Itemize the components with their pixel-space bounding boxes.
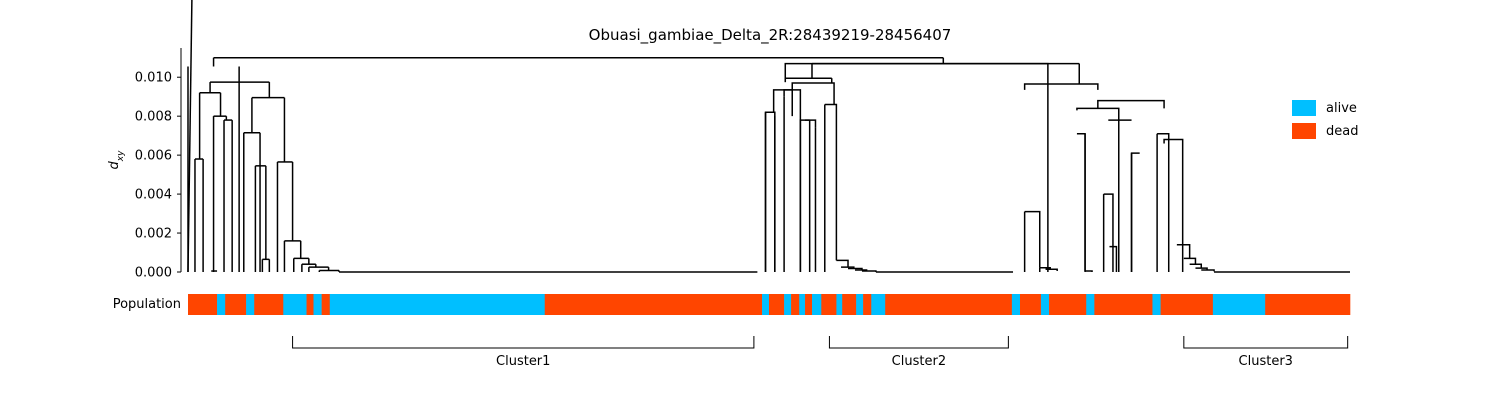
y-axis-label: dxy bbox=[107, 150, 126, 170]
cluster-label: Cluster2 bbox=[892, 354, 946, 369]
dendrogram-link bbox=[1076, 132, 1086, 272]
y-axis-label-main: d bbox=[107, 160, 122, 169]
population-segment-alive bbox=[836, 294, 843, 315]
y-tick-label: 0.006 bbox=[135, 149, 172, 164]
cluster-bracket bbox=[1183, 336, 1349, 349]
y-tick-label: 0.010 bbox=[135, 71, 172, 86]
dendrogram-link bbox=[1103, 193, 1114, 247]
dendrogram-link bbox=[1189, 263, 1203, 269]
population-segment-alive bbox=[811, 294, 822, 315]
y-tick-label: 0.000 bbox=[135, 266, 172, 281]
dendrogram-join bbox=[1023, 83, 1099, 90]
dendrogram-link bbox=[772, 89, 793, 117]
dendrogram-link bbox=[1157, 132, 1170, 144]
population-segment-dead bbox=[1019, 294, 1042, 315]
cluster-bracket bbox=[828, 336, 1009, 349]
population-bar bbox=[188, 294, 1351, 315]
dendrogram-link bbox=[1201, 269, 1215, 272]
population-segment-alive bbox=[762, 294, 770, 315]
legend-swatch-alive bbox=[1292, 100, 1316, 116]
dendrogram-link bbox=[861, 270, 877, 272]
population-segment-alive bbox=[313, 294, 322, 315]
population-segment-dead bbox=[225, 294, 247, 315]
dendrogram-link bbox=[1085, 270, 1093, 272]
population-segment-alive bbox=[283, 294, 307, 315]
population-segment-alive bbox=[799, 294, 806, 315]
population-segment-dead bbox=[821, 294, 837, 315]
population-segment-alive bbox=[217, 294, 226, 315]
cluster-brackets: Cluster1 Cluster2 Cluster3 bbox=[292, 336, 1349, 369]
cluster-label: Cluster1 bbox=[496, 354, 550, 369]
dendrogram-segment bbox=[187, 0, 193, 273]
dendrogram-link bbox=[805, 119, 817, 128]
legend: alive dead bbox=[1292, 100, 1358, 139]
dendrogram-link bbox=[791, 82, 835, 105]
population-segment-alive bbox=[1152, 294, 1161, 315]
legend-label-alive: alive bbox=[1326, 101, 1357, 116]
population-segment-dead bbox=[1265, 294, 1351, 315]
population-segment-alive bbox=[871, 294, 886, 315]
cluster-bracket bbox=[292, 336, 755, 349]
legend-label-dead: dead bbox=[1326, 124, 1358, 139]
population-segment-alive bbox=[1011, 294, 1021, 315]
y-tick-label: 0.008 bbox=[135, 110, 172, 125]
dendrogram-join bbox=[1097, 99, 1165, 109]
y-axis: 0.000 0.002 0.004 0.006 0.008 0.010 bbox=[135, 48, 182, 281]
population-segment-alive bbox=[784, 294, 792, 315]
population-segment-alive bbox=[1040, 294, 1050, 315]
population-segment-dead bbox=[769, 294, 785, 315]
population-segment-dead bbox=[254, 294, 284, 315]
dendrogram-link bbox=[783, 89, 802, 272]
population-segment-dead bbox=[1160, 294, 1214, 315]
dendrogram-link bbox=[1045, 268, 1058, 272]
dendrogram-link bbox=[799, 119, 810, 152]
population-segment-alive bbox=[1086, 294, 1095, 315]
dendrogram-link bbox=[1076, 107, 1120, 121]
dendrogram-link bbox=[1109, 245, 1118, 272]
population-segment-dead bbox=[544, 294, 763, 315]
dendrogram-link bbox=[1163, 138, 1184, 245]
population-segment-dead bbox=[791, 294, 800, 315]
population-segment-dead bbox=[885, 294, 1013, 315]
population-row-label: Population bbox=[113, 297, 181, 312]
dendrogram-link bbox=[1176, 243, 1191, 259]
cluster-label: Cluster3 bbox=[1239, 354, 1293, 369]
population-segment-dead bbox=[863, 294, 872, 315]
legend-swatch-dead bbox=[1292, 123, 1316, 139]
y-axis-label-sub: xy bbox=[116, 150, 126, 162]
population-segment-dead bbox=[188, 294, 218, 315]
dendrogram-link bbox=[824, 103, 838, 261]
chart-title: Obuasi_gambiae_Delta_2R:28439219-2845640… bbox=[589, 26, 952, 45]
dendrogram-link bbox=[836, 259, 849, 268]
population-segment-dead bbox=[321, 294, 331, 315]
dendrogram-link bbox=[1130, 152, 1140, 272]
dendrogram-plot bbox=[187, 0, 1350, 273]
y-tick-label: 0.002 bbox=[135, 227, 172, 242]
population-segment-alive bbox=[1212, 294, 1266, 315]
population-segment-dead bbox=[842, 294, 857, 315]
dendrogram-link bbox=[1024, 210, 1041, 268]
population-segment-dead bbox=[805, 294, 813, 315]
population-segment-alive bbox=[246, 294, 255, 315]
dendrogram-link bbox=[764, 111, 776, 272]
population-segment-dead bbox=[1049, 294, 1087, 315]
population-segment-dead bbox=[1094, 294, 1153, 315]
population-segment-alive bbox=[856, 294, 864, 315]
y-tick-label: 0.004 bbox=[135, 188, 172, 203]
population-segment-dead bbox=[306, 294, 314, 315]
dendrogram-link bbox=[1183, 257, 1197, 265]
population-segment-alive bbox=[329, 294, 546, 315]
